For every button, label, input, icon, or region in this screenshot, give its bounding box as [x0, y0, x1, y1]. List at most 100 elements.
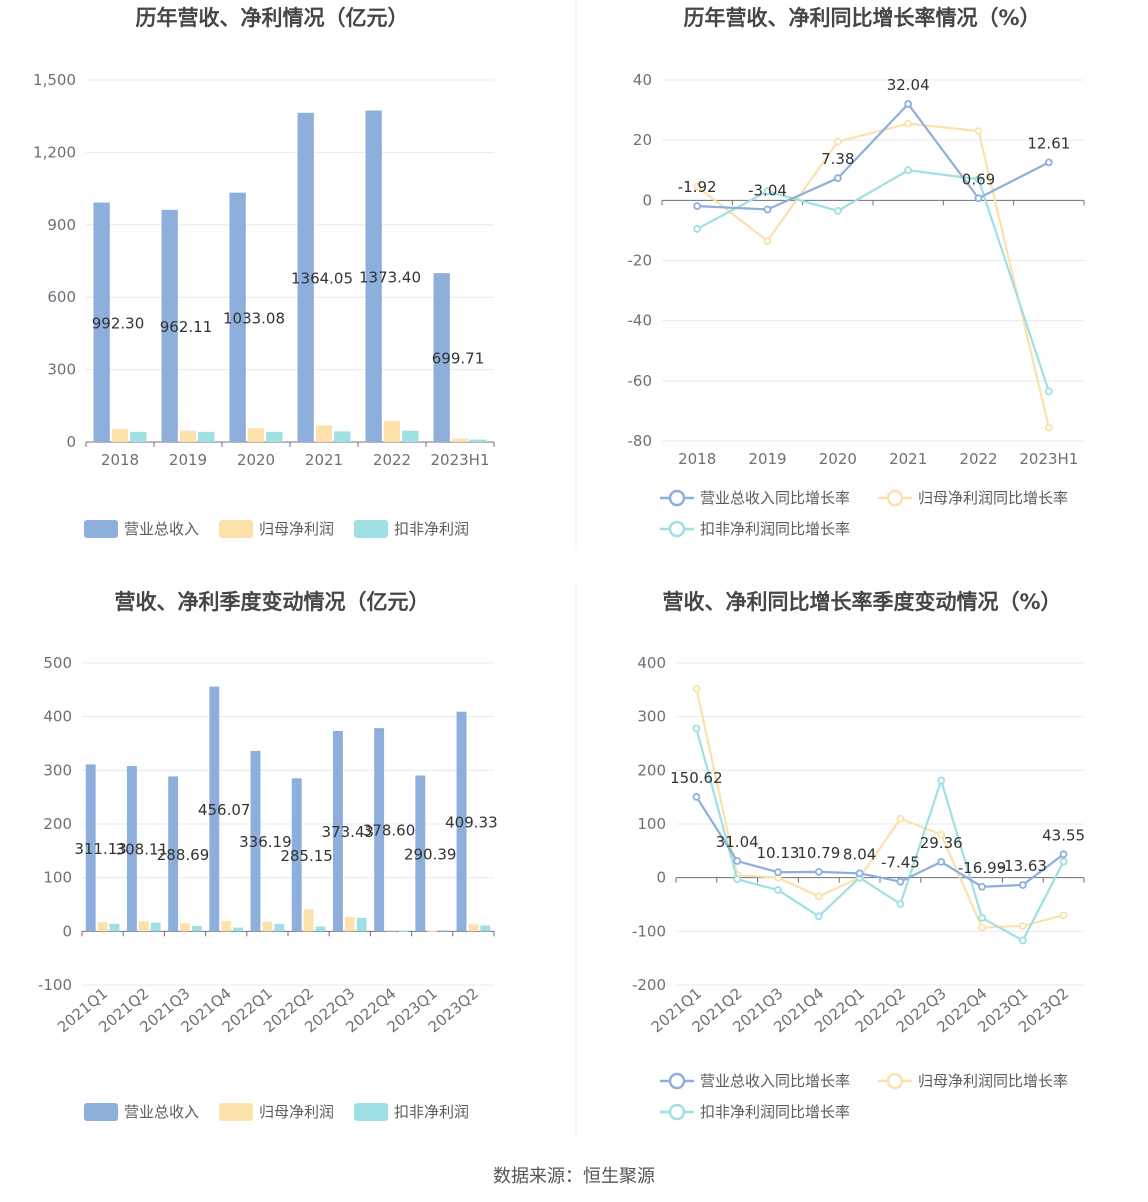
series-point-quarterly_growth-s1 — [896, 814, 905, 823]
bar-quarterly-s1 — [468, 924, 479, 932]
chart-annual: 历年营收、净利情况（亿元） 0 300 600 900 1,200 1,500 2018 201… — [33, 6, 495, 538]
bar-data-label: 336.19 — [239, 833, 292, 851]
bar-quarterly-s0 — [209, 686, 220, 932]
bar-annual-s1 — [451, 438, 469, 442]
legend-label: 扣非净利润同比增长率 — [700, 520, 850, 538]
bar-quarterly-s2 — [274, 923, 285, 932]
series-point-quarterly_growth-s0 — [1018, 881, 1027, 889]
y-tick-label: -80 — [628, 432, 653, 450]
x-tick-label: 2018 — [101, 451, 139, 469]
line-data-label: -13.63 — [999, 857, 1047, 875]
series-point-quarterly_growth-s0 — [692, 792, 701, 801]
x-tick-label: 2021 — [305, 451, 343, 469]
bar-quarterly-s0 — [415, 775, 426, 932]
bar-quarterly-s1 — [344, 916, 355, 932]
line-data-label: 10.79 — [797, 844, 840, 862]
x-tick-label: 2019 — [748, 450, 786, 468]
series-line-quarterly_growth-s0 — [695, 796, 1065, 888]
bar-data-label: 962.11 — [160, 318, 213, 336]
series-point-quarterly_growth-s0 — [814, 867, 823, 876]
y-tick-label: 0 — [642, 191, 652, 209]
x-tick-label: 2022 — [373, 451, 411, 469]
series-point-quarterly_growth-s2 — [692, 724, 701, 733]
line-data-label: 12.61 — [1027, 134, 1070, 152]
y-tick-label: 200 — [43, 815, 72, 833]
y-tick-label: 400 — [637, 654, 666, 672]
series-point-quarterly_growth-s0 — [733, 857, 742, 865]
series-point-annual_growth-s2 — [1044, 387, 1053, 396]
series-point-annual_growth-s1 — [693, 182, 702, 191]
source-note: 数据来源：恒生聚源 — [493, 1166, 655, 1187]
series-point-quarterly_growth-s0 — [896, 877, 905, 886]
bar-quarterly-s1 — [221, 921, 232, 932]
y-tick-label: 20 — [633, 131, 652, 149]
bar-data-label: 1373.40 — [359, 268, 421, 286]
series-point-quarterly_growth-s1 — [978, 923, 986, 932]
legend-swatch — [84, 1103, 118, 1121]
bar-data-label: 1033.08 — [223, 309, 285, 327]
series-point-quarterly_growth-s2 — [1059, 857, 1068, 866]
y-tick-label: 1,500 — [33, 71, 76, 89]
series-point-quarterly_growth-s2 — [733, 875, 742, 884]
bar-data-label: 311.13 — [74, 840, 127, 858]
bar-quarterly-s0 — [250, 750, 261, 932]
series-point-quarterly_growth-s2 — [1018, 936, 1027, 945]
x-tick-label: 2020 — [237, 451, 275, 469]
bar-annual-s1 — [383, 421, 401, 442]
bar-quarterly-s0 — [291, 778, 302, 932]
x-tick-label: 2021 — [889, 450, 927, 468]
series-point-quarterly_growth-s1 — [814, 892, 823, 901]
legend-swatch-marker — [668, 1103, 686, 1121]
bar-annual-s2 — [470, 439, 487, 442]
line-data-label: 7.38 — [821, 150, 854, 168]
y-tick-label: -20 — [628, 252, 653, 270]
x-tick-label: 2023H1 — [431, 451, 490, 469]
bar-annual-s0 — [229, 192, 246, 442]
legend-swatch — [84, 520, 118, 538]
bar-quarterly-s0 — [332, 730, 343, 932]
bar-quarterly-s0 — [168, 776, 179, 932]
legend-label: 营业总收入同比增长率 — [700, 489, 850, 507]
bar-annual-s0 — [365, 110, 382, 443]
x-tick-label: 2022 — [959, 450, 997, 468]
series-line-annual_growth-s0 — [697, 102, 1050, 211]
series-point-quarterly_growth-s0 — [774, 868, 782, 877]
legend-label: 归母净利润 — [259, 1103, 334, 1121]
y-tick-label: 0 — [66, 433, 76, 451]
series-point-annual_growth-s0 — [974, 194, 983, 203]
series-point-annual_growth-s0 — [1044, 158, 1053, 167]
bar-quarterly-s2 — [439, 930, 450, 932]
bar-quarterly-s0 — [456, 711, 467, 932]
y-tick-label: -60 — [628, 372, 653, 390]
bar-quarterly-s1 — [97, 922, 108, 932]
series-point-annual_growth-s1 — [763, 237, 772, 245]
legend-label: 营业总收入同比增长率 — [700, 1072, 850, 1090]
line-data-label: 29.36 — [920, 834, 963, 852]
bar-quarterly-s1 — [386, 930, 396, 932]
bar-quarterly-s1 — [262, 921, 273, 932]
legend-label: 归母净利润同比增长率 — [918, 1072, 1068, 1090]
series-point-quarterly_growth-s2 — [774, 886, 782, 894]
y-tick-label: 400 — [43, 708, 72, 726]
series-point-quarterly_growth-s1 — [1059, 911, 1068, 920]
bar-data-label: 373.43 — [322, 823, 375, 841]
bar-annual-s0 — [93, 202, 110, 442]
bar-annual-s2 — [198, 431, 215, 442]
bar-data-label: 378.60 — [363, 822, 416, 840]
bar-data-label: 308.11 — [116, 841, 169, 859]
chart-title-quarterly: 营收、净利季度变动情况（亿元） — [115, 590, 430, 614]
series-point-annual_growth-s1 — [974, 127, 983, 136]
chart-title-quarterly_growth: 营收、净利同比增长率季度变动情况（%） — [662, 590, 1061, 614]
line-data-label: 43.55 — [1042, 826, 1085, 844]
bar-annual-s0 — [433, 273, 450, 442]
y-tick-label: 100 — [43, 869, 72, 887]
chart-title-annual: 历年营收、净利情况（亿元） — [136, 6, 409, 30]
line-data-label: 10.13 — [757, 844, 800, 862]
bar-data-label: 409.33 — [445, 813, 498, 831]
series-point-annual_growth-s2 — [693, 225, 702, 233]
bar-data-label: 456.07 — [198, 801, 251, 819]
bar-quarterly-s2 — [150, 922, 161, 932]
series-point-quarterly_growth-s2 — [896, 900, 905, 908]
series-point-quarterly_growth-s0 — [937, 858, 946, 866]
bar-annual-s1 — [315, 425, 333, 442]
